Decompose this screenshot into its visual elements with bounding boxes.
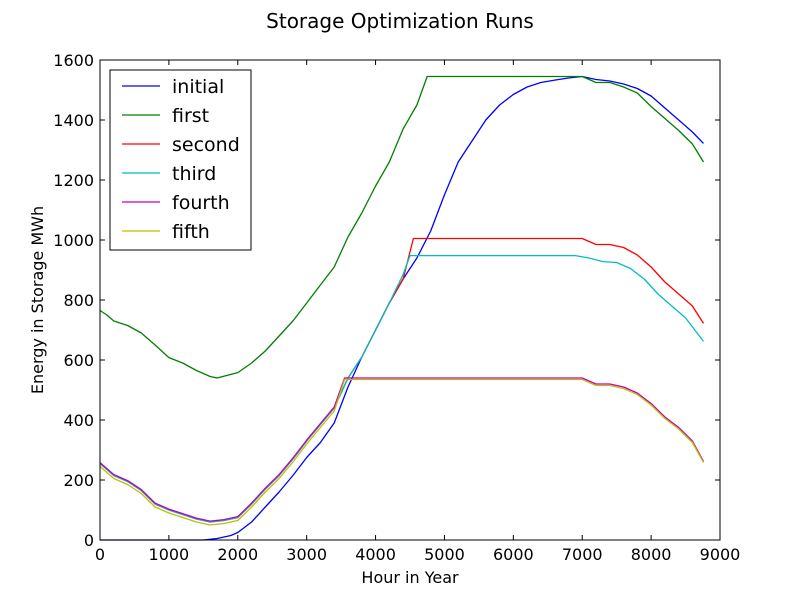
x-tick-label: 1000	[149, 545, 190, 564]
y-tick-label: 200	[63, 471, 94, 490]
y-tick-label: 1200	[53, 171, 94, 190]
ticks-layer: 0 1000 2000 3000 4000 5000 6000 7000 8000 9000 0 20…	[53, 51, 740, 564]
series-line-initial	[100, 75, 704, 541]
legend-box	[109, 69, 252, 251]
chart-title: Storage Optimization Runs	[266, 9, 534, 33]
x-tick-label: 2000	[217, 545, 258, 564]
x-tick-label: 8000	[631, 545, 672, 564]
x-tick-label: 9000	[700, 545, 741, 564]
x-tick-label: 4000	[355, 545, 396, 564]
series-layer	[99, 75, 705, 541]
series-line-fifth	[99, 378, 705, 526]
y-tick-label: 1000	[53, 231, 94, 250]
legend-label-second: second	[172, 134, 240, 156]
x-tick-label: 3000	[286, 545, 327, 564]
y-tick-label: 1600	[53, 51, 94, 70]
x-tick-label: 0	[95, 545, 105, 564]
y-tick-label: 800	[63, 291, 94, 310]
x-tick-label: 5000	[424, 545, 465, 564]
legend-label-initial: initial	[172, 76, 224, 98]
y-tick-label: 600	[63, 351, 94, 370]
y-tick-label: 1400	[53, 111, 94, 130]
x-axis-label: Hour in Year	[361, 568, 459, 587]
legend-label-first: first	[172, 105, 209, 127]
legend-label-fifth: fifth	[172, 221, 210, 243]
legend-label-fourth: fourth	[172, 192, 230, 214]
series-line-third	[99, 254, 705, 523]
legend-label-third: third	[172, 163, 216, 185]
x-tick-label: 6000	[493, 545, 534, 564]
y-tick-label: 400	[63, 411, 94, 430]
series-line-first	[99, 75, 705, 379]
y-tick-label: 0	[84, 531, 94, 550]
x-tick-label: 7000	[562, 545, 603, 564]
legend: initial first second third fourth fifth	[109, 69, 252, 251]
y-axis-label: Energy in Storage MWh	[28, 206, 47, 394]
series-line-fourth	[99, 377, 705, 522]
